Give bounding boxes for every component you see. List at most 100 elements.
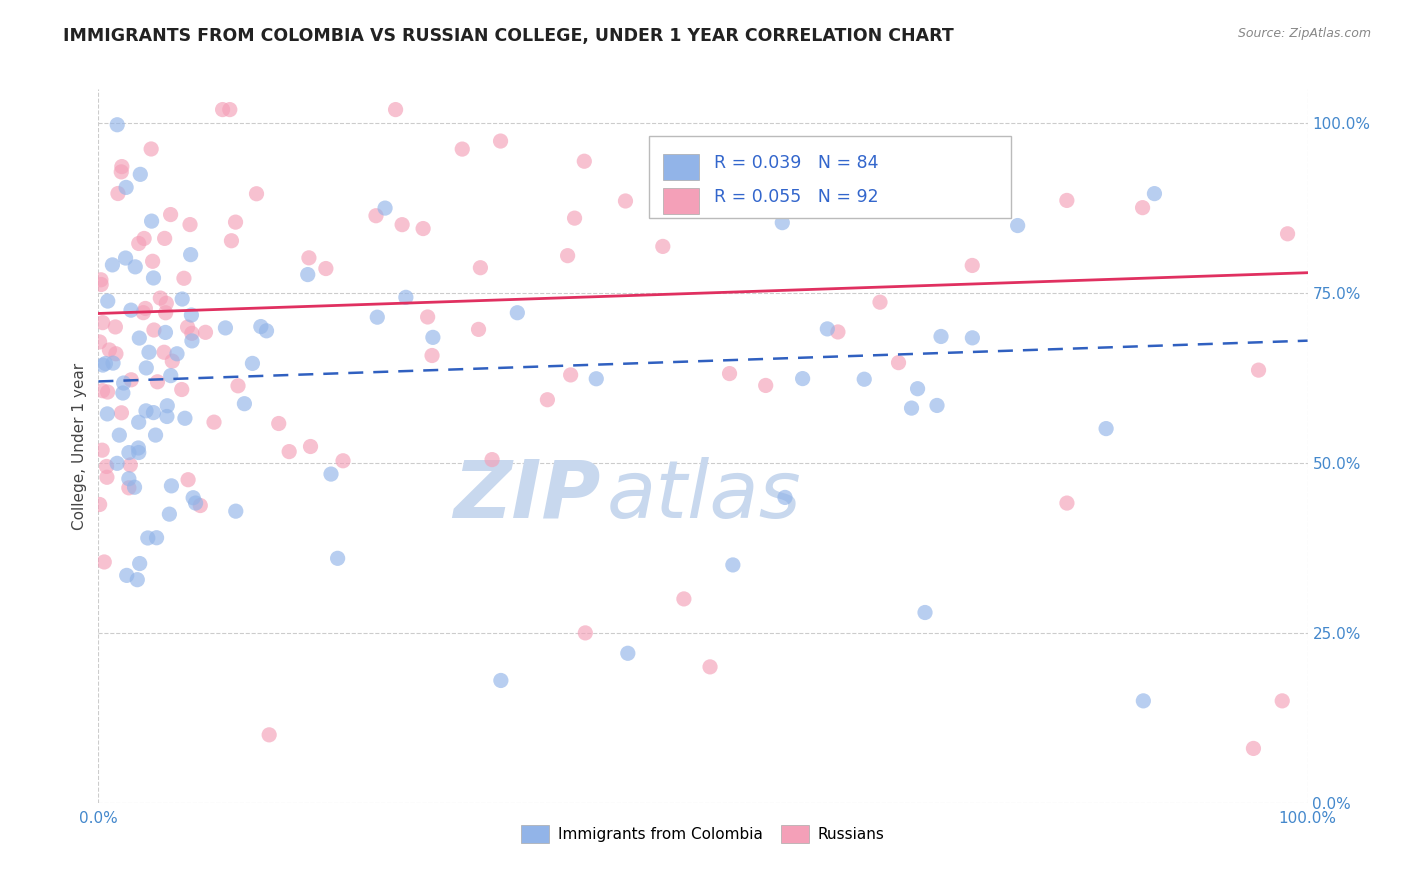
Point: [101, 356, 124, 370]
Point: [420, 349, 443, 363]
Point: [299, 440, 322, 454]
Point: [166, 347, 188, 361]
Point: [315, 261, 337, 276]
Point: [120, 303, 142, 318]
Point: [128, 331, 150, 345]
Point: [112, 376, 135, 390]
Point: [127, 441, 149, 455]
Point: [89, 498, 111, 512]
Point: [851, 199, 873, 213]
Point: [574, 154, 596, 169]
Point: [134, 301, 156, 316]
Point: [145, 531, 167, 545]
Point: [177, 473, 200, 487]
Point: [225, 215, 247, 229]
Point: [145, 428, 167, 442]
Text: R = 0.039   N = 84: R = 0.039 N = 84: [714, 153, 879, 171]
Point: [105, 118, 128, 132]
Point: [256, 324, 278, 338]
Point: [326, 551, 349, 566]
Point: [128, 445, 150, 459]
Point: [211, 103, 233, 117]
Point: [128, 415, 150, 429]
Point: [107, 186, 129, 201]
Point: [91, 316, 114, 330]
Point: [89, 334, 111, 349]
Point: [90, 273, 112, 287]
Point: [960, 259, 983, 273]
Point: [101, 258, 124, 272]
Point: [170, 383, 193, 397]
Point: [1132, 694, 1154, 708]
Point: [298, 251, 321, 265]
Point: [422, 330, 444, 344]
Point: [869, 295, 891, 310]
Point: [128, 236, 150, 251]
Point: [90, 277, 112, 292]
Point: [257, 728, 280, 742]
Point: [214, 321, 236, 335]
Point: [245, 186, 267, 201]
Point: [141, 214, 163, 228]
Point: [108, 428, 131, 442]
Point: [180, 308, 202, 322]
Point: [585, 372, 607, 386]
Point: [118, 472, 141, 486]
Legend: Immigrants from Colombia, Russians: Immigrants from Colombia, Russians: [515, 819, 891, 848]
Point: [141, 142, 163, 156]
Point: [887, 356, 910, 370]
Point: [1241, 741, 1264, 756]
Point: [142, 271, 165, 285]
Point: [374, 201, 396, 215]
Point: [506, 306, 529, 320]
Point: [755, 378, 778, 392]
Text: R = 0.055   N = 92: R = 0.055 N = 92: [714, 188, 879, 206]
Point: [181, 334, 204, 348]
Point: [188, 499, 211, 513]
Point: [135, 360, 157, 375]
Point: [124, 260, 146, 274]
Point: [174, 411, 197, 425]
Point: [159, 368, 181, 383]
Point: [807, 172, 830, 186]
FancyBboxPatch shape: [664, 154, 699, 179]
Point: [925, 399, 948, 413]
Point: [94, 357, 117, 371]
Point: [104, 347, 127, 361]
Point: [614, 194, 637, 208]
Point: [721, 558, 744, 572]
Point: [129, 167, 152, 181]
Point: [118, 481, 141, 495]
Point: [120, 373, 142, 387]
Point: [132, 306, 155, 320]
Point: [98, 343, 121, 357]
Point: [1247, 363, 1270, 377]
Point: [91, 443, 114, 458]
Point: [1007, 219, 1029, 233]
Point: [127, 573, 149, 587]
Point: [91, 358, 114, 372]
Point: [194, 326, 217, 340]
Point: [651, 239, 673, 253]
Point: [157, 507, 180, 521]
Point: [138, 345, 160, 359]
Point: [451, 142, 474, 156]
Point: [155, 306, 177, 320]
Point: [96, 470, 118, 484]
Point: [146, 375, 169, 389]
Text: atlas: atlas: [606, 457, 801, 535]
Point: [416, 310, 439, 324]
Point: [481, 452, 503, 467]
Point: [395, 290, 418, 304]
Point: [180, 326, 202, 341]
Point: [221, 234, 243, 248]
Point: [536, 392, 558, 407]
Point: [617, 646, 640, 660]
Point: [557, 249, 579, 263]
Point: [319, 467, 342, 481]
Point: [366, 310, 388, 325]
Point: [176, 320, 198, 334]
Point: [267, 417, 290, 431]
Point: [184, 496, 207, 510]
Point: [153, 231, 176, 245]
